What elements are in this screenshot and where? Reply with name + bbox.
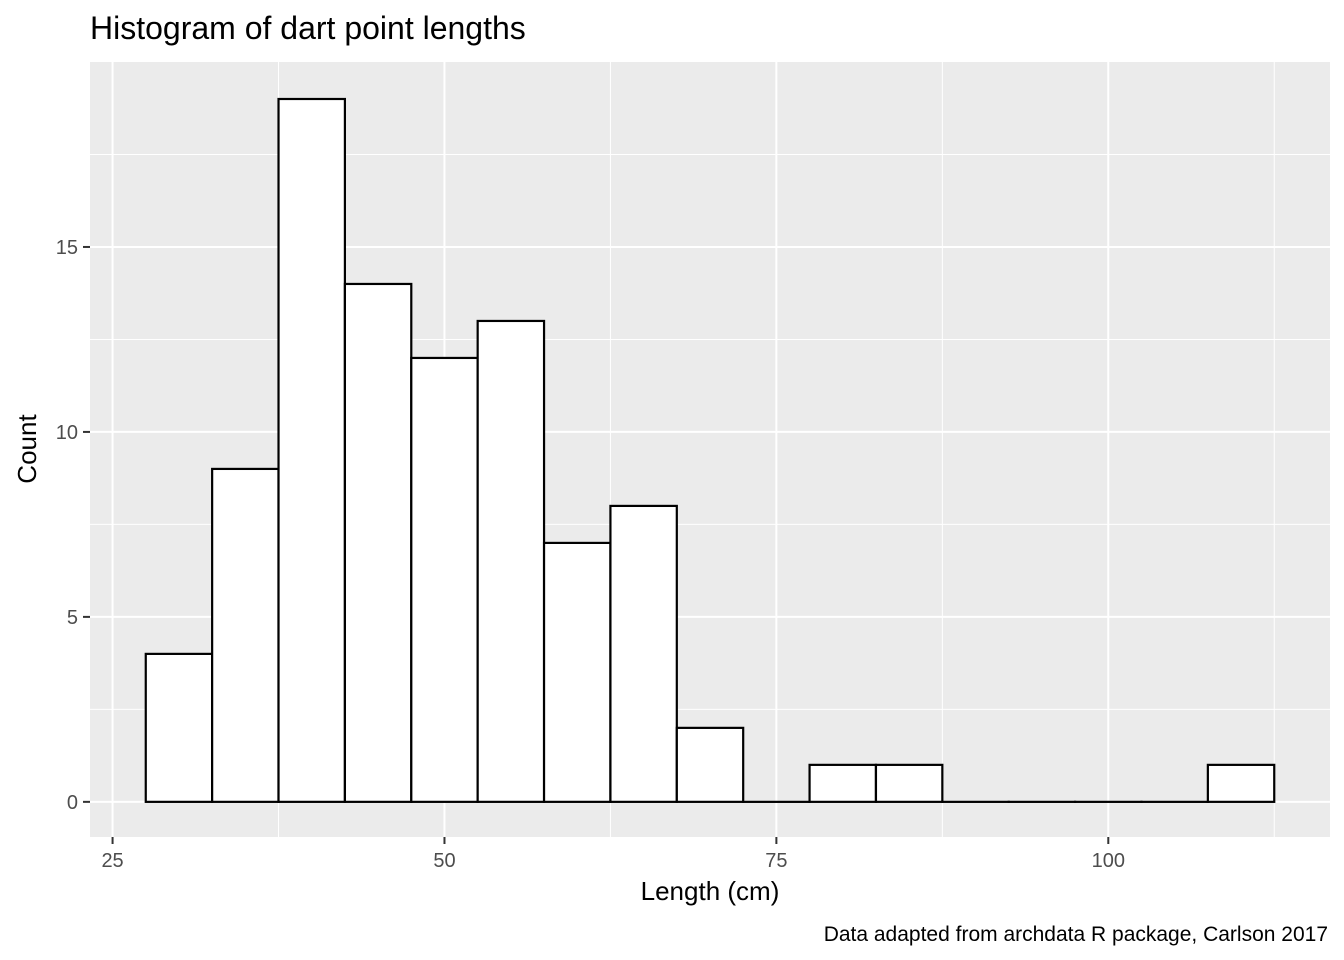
- histogram-bar: [542, 541, 612, 803]
- x-axis: 25 50 75 100: [101, 837, 1125, 872]
- y-axis-title: Count: [12, 414, 42, 484]
- histogram-bar: [808, 763, 878, 803]
- histogram-bar: [874, 763, 944, 803]
- chart-caption: Data adapted from archdata R package, Ca…: [824, 923, 1328, 946]
- histogram-bar: [675, 726, 745, 803]
- histogram-bar: [144, 652, 214, 803]
- y-tick-label: 15: [56, 237, 78, 259]
- histogram-bar: [277, 97, 347, 803]
- y-tick-label: 5: [67, 607, 78, 629]
- chart-title: Histogram of dart point lengths: [90, 10, 526, 46]
- x-tick-label: 100: [1092, 850, 1125, 872]
- y-axis: 0 5 10 15: [56, 237, 90, 814]
- histogram-bar: [343, 282, 413, 803]
- histogram-bar: [609, 504, 678, 803]
- histogram-bars: [144, 97, 1276, 803]
- histogram-bar: [410, 356, 479, 803]
- y-tick-label: 10: [56, 422, 78, 444]
- y-tick-label: 0: [67, 792, 78, 814]
- histogram-bar: [476, 319, 546, 803]
- x-tick-label: 50: [433, 850, 455, 872]
- x-axis-title: Length (cm): [641, 876, 780, 906]
- histogram-bar: [211, 467, 280, 803]
- x-tick-label: 25: [101, 850, 123, 872]
- histogram-bar: [1206, 763, 1276, 803]
- x-tick-label: 75: [765, 850, 787, 872]
